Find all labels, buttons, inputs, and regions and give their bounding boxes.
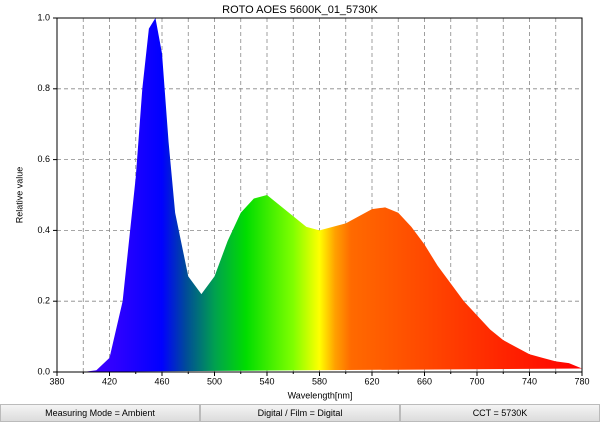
x-tick-label: 420 [102,376,117,386]
x-tick-label: 660 [417,376,432,386]
y-tick-label: 1.0 [37,12,50,22]
x-tick-label: 460 [154,376,169,386]
y-tick-label: 0.4 [37,225,50,235]
chart: ROTO AOES 5600K_01_5730K Relative value … [14,4,589,400]
spectrum-area [57,18,582,372]
x-tick-label: 500 [207,376,222,386]
x-tick-label: 740 [522,376,537,386]
x-tick-label: 540 [259,376,274,386]
y-tick-label: 0.2 [37,296,50,306]
status-cell: Measuring Mode = Ambient [0,404,200,422]
x-tick-label: 620 [364,376,379,386]
x-tick-label: 580 [312,376,327,386]
y-tick-label: 0.8 [37,83,50,93]
x-tick-label: 780 [574,376,589,386]
y-axis-label: Relative value [14,167,24,224]
status-cell: CCT = 5730K [400,404,600,422]
status-bar: Measuring Mode = Ambient Digital / Film … [0,404,600,422]
plot-frame [56,17,583,373]
x-tick-label: 380 [49,376,64,386]
chart-title: ROTO AOES 5600K_01_5730K [222,4,378,16]
x-tick-label: 700 [469,376,484,386]
x-axis-label: Wavelength[nm] [288,390,353,400]
y-tick-label: 0.0 [37,366,50,376]
status-cell: Digital / Film = Digital [200,404,400,422]
y-tick-label: 0.6 [37,154,50,164]
